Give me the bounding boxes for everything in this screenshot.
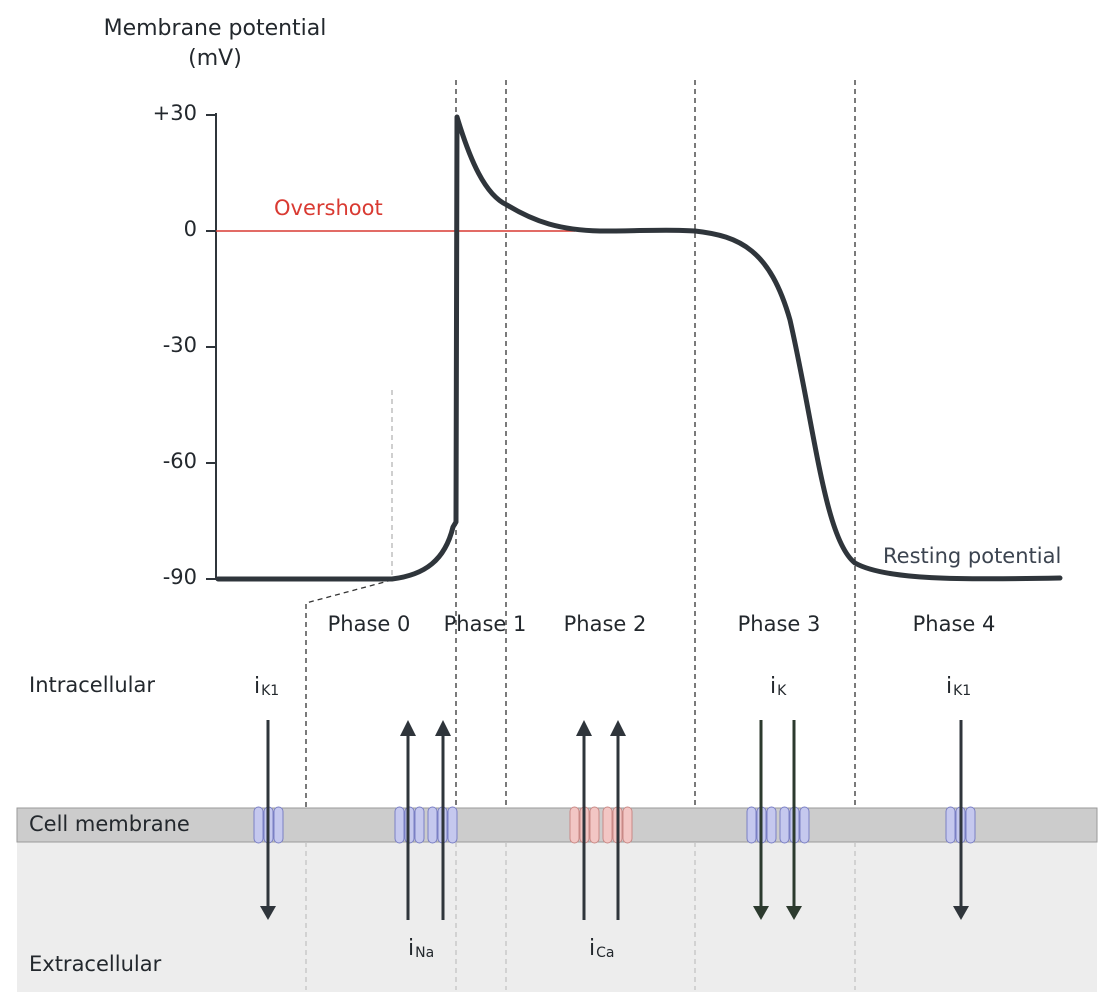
current-subscript: Na xyxy=(415,945,435,961)
arrow-head-up xyxy=(610,720,626,736)
current-label-ik: iK xyxy=(770,674,786,699)
y-tick-label: +30 xyxy=(152,101,197,125)
current-label-ik1-left: iK1 xyxy=(254,674,279,699)
current-base: i xyxy=(770,674,777,699)
current-base: i xyxy=(408,936,415,961)
arrow-head-down xyxy=(260,906,276,920)
y-axis-title-line2: (mV) xyxy=(188,46,242,71)
y-tick-label: 0 xyxy=(183,217,197,241)
arrow-head-down xyxy=(953,906,969,920)
overshoot-label: Overshoot xyxy=(274,196,383,220)
current-base: i xyxy=(589,936,596,961)
current-arrows xyxy=(260,720,969,920)
phase-2-label: Phase 2 xyxy=(563,612,647,636)
arrow-head-down xyxy=(753,906,769,920)
phase-1-label: Phase 1 xyxy=(443,612,527,636)
action-potential-trace xyxy=(215,114,1063,582)
current-label-ica: iCa xyxy=(589,936,614,961)
cell-membrane-band xyxy=(16,807,1098,843)
resting-potential-label: Resting potential xyxy=(883,544,1062,568)
current-subscript: K1 xyxy=(261,683,280,699)
arrow-head-up xyxy=(576,720,592,736)
current-label-ina: iNa xyxy=(408,936,434,961)
y-axis-title: Membrane potential (mV) xyxy=(95,14,335,74)
current-base: i xyxy=(946,674,953,699)
intracellular-label: Intracellular xyxy=(29,673,156,697)
cell-membrane-label: Cell membrane xyxy=(29,812,190,836)
y-axis-ticks xyxy=(206,114,216,580)
current-base: i xyxy=(254,674,261,699)
phase0-start-boundary xyxy=(305,579,393,808)
current-subscript: K xyxy=(777,683,787,699)
extracellular-region xyxy=(17,842,1097,992)
arrow-head-up xyxy=(400,720,416,736)
current-subscript: Ca xyxy=(596,945,615,961)
phase-4-label: Phase 4 xyxy=(912,612,996,636)
current-label-ik1-right: iK1 xyxy=(946,674,971,699)
phase-0-label: Phase 0 xyxy=(327,612,411,636)
current-subscript: K1 xyxy=(953,683,972,699)
y-tick-label: -60 xyxy=(162,449,197,473)
arrow-head-up xyxy=(435,720,451,736)
phase-3-label: Phase 3 xyxy=(737,612,821,636)
arrow-head-down xyxy=(786,906,802,920)
y-axis-title-line1: Membrane potential xyxy=(103,16,327,41)
extracellular-label: Extracellular xyxy=(29,952,162,976)
y-tick-label: -30 xyxy=(162,333,197,357)
y-tick-label: -90 xyxy=(162,565,197,589)
